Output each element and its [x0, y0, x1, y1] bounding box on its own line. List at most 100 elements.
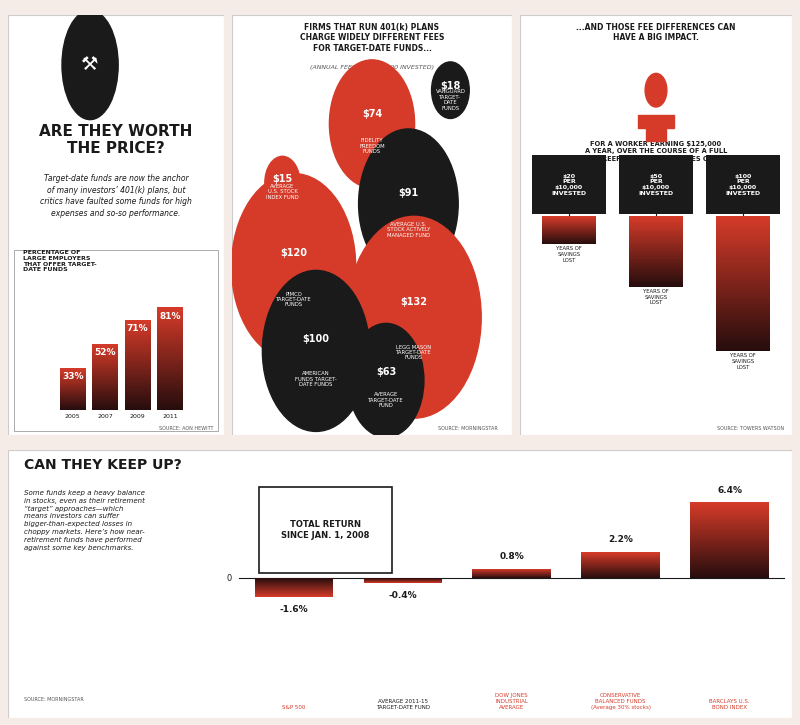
FancyBboxPatch shape	[125, 347, 150, 348]
Circle shape	[347, 216, 482, 418]
FancyBboxPatch shape	[60, 394, 86, 395]
FancyBboxPatch shape	[157, 373, 183, 374]
FancyBboxPatch shape	[690, 575, 769, 576]
FancyBboxPatch shape	[60, 384, 86, 385]
FancyBboxPatch shape	[629, 229, 683, 231]
FancyBboxPatch shape	[629, 248, 683, 249]
FancyBboxPatch shape	[60, 391, 86, 392]
FancyBboxPatch shape	[629, 238, 683, 239]
FancyBboxPatch shape	[629, 262, 683, 263]
FancyBboxPatch shape	[125, 346, 150, 347]
FancyBboxPatch shape	[716, 310, 770, 312]
FancyBboxPatch shape	[716, 305, 770, 307]
Text: (ANNUAL FEES PER $10,000 INVESTED): (ANNUAL FEES PER $10,000 INVESTED)	[310, 65, 434, 70]
FancyBboxPatch shape	[542, 236, 596, 237]
FancyBboxPatch shape	[542, 234, 596, 235]
FancyBboxPatch shape	[92, 395, 118, 396]
FancyBboxPatch shape	[542, 240, 596, 241]
FancyBboxPatch shape	[92, 380, 118, 381]
FancyBboxPatch shape	[125, 323, 150, 324]
FancyBboxPatch shape	[629, 250, 683, 252]
FancyBboxPatch shape	[157, 332, 183, 333]
FancyBboxPatch shape	[125, 339, 150, 341]
FancyBboxPatch shape	[157, 355, 183, 356]
FancyBboxPatch shape	[629, 257, 683, 259]
FancyBboxPatch shape	[157, 387, 183, 389]
FancyBboxPatch shape	[92, 367, 118, 368]
FancyBboxPatch shape	[716, 294, 770, 295]
FancyBboxPatch shape	[629, 260, 683, 261]
FancyBboxPatch shape	[125, 407, 150, 409]
FancyBboxPatch shape	[542, 231, 596, 232]
FancyBboxPatch shape	[542, 242, 596, 243]
FancyBboxPatch shape	[716, 283, 770, 286]
Text: AVERAGE 2011-15
TARGET-DATE FUND: AVERAGE 2011-15 TARGET-DATE FUND	[376, 699, 430, 710]
FancyBboxPatch shape	[60, 369, 86, 370]
FancyBboxPatch shape	[690, 553, 769, 555]
FancyBboxPatch shape	[125, 398, 150, 399]
FancyBboxPatch shape	[716, 323, 770, 326]
FancyBboxPatch shape	[157, 378, 183, 379]
FancyBboxPatch shape	[716, 336, 770, 337]
FancyBboxPatch shape	[92, 407, 118, 408]
FancyBboxPatch shape	[125, 407, 150, 408]
FancyBboxPatch shape	[157, 343, 183, 344]
FancyBboxPatch shape	[716, 315, 770, 318]
FancyBboxPatch shape	[157, 389, 183, 390]
FancyBboxPatch shape	[157, 395, 183, 397]
FancyBboxPatch shape	[690, 558, 769, 560]
FancyBboxPatch shape	[629, 278, 683, 279]
FancyBboxPatch shape	[716, 271, 770, 273]
FancyBboxPatch shape	[716, 276, 770, 278]
FancyBboxPatch shape	[60, 370, 86, 371]
FancyBboxPatch shape	[716, 226, 770, 228]
FancyBboxPatch shape	[157, 397, 183, 399]
FancyBboxPatch shape	[157, 335, 183, 336]
Text: 52%: 52%	[94, 349, 116, 357]
FancyBboxPatch shape	[157, 384, 183, 385]
FancyBboxPatch shape	[125, 400, 150, 402]
FancyBboxPatch shape	[92, 400, 118, 401]
FancyBboxPatch shape	[125, 406, 150, 407]
FancyBboxPatch shape	[125, 378, 150, 379]
FancyBboxPatch shape	[690, 544, 769, 545]
FancyBboxPatch shape	[157, 386, 183, 387]
FancyBboxPatch shape	[629, 263, 683, 265]
FancyBboxPatch shape	[629, 282, 683, 283]
FancyBboxPatch shape	[125, 357, 150, 358]
FancyBboxPatch shape	[157, 320, 183, 322]
FancyBboxPatch shape	[690, 515, 769, 517]
FancyBboxPatch shape	[92, 376, 118, 377]
FancyBboxPatch shape	[92, 360, 118, 361]
FancyBboxPatch shape	[716, 253, 770, 255]
FancyBboxPatch shape	[690, 570, 769, 571]
FancyBboxPatch shape	[716, 337, 770, 339]
FancyBboxPatch shape	[14, 250, 218, 431]
Text: PERCENTAGE OF
LARGE EMPLOYERS
THAT OFFER TARGET-
DATE FUNDS: PERCENTAGE OF LARGE EMPLOYERS THAT OFFER…	[23, 250, 97, 273]
FancyBboxPatch shape	[542, 238, 596, 239]
Text: 33%: 33%	[62, 373, 83, 381]
FancyBboxPatch shape	[629, 258, 683, 260]
Text: SOURCE: MORNINGSTAR: SOURCE: MORNINGSTAR	[438, 426, 498, 431]
FancyBboxPatch shape	[690, 518, 769, 519]
FancyBboxPatch shape	[716, 334, 770, 336]
FancyBboxPatch shape	[716, 318, 770, 320]
FancyBboxPatch shape	[716, 239, 770, 241]
FancyBboxPatch shape	[92, 349, 118, 350]
FancyBboxPatch shape	[716, 223, 770, 225]
FancyBboxPatch shape	[125, 383, 150, 384]
FancyBboxPatch shape	[690, 518, 769, 520]
FancyBboxPatch shape	[716, 221, 770, 223]
FancyBboxPatch shape	[60, 383, 86, 384]
FancyBboxPatch shape	[125, 339, 150, 340]
FancyBboxPatch shape	[629, 283, 683, 284]
FancyBboxPatch shape	[92, 396, 118, 397]
FancyBboxPatch shape	[629, 232, 683, 233]
FancyBboxPatch shape	[60, 395, 86, 396]
FancyBboxPatch shape	[629, 231, 683, 232]
FancyBboxPatch shape	[542, 239, 596, 240]
FancyBboxPatch shape	[629, 241, 683, 243]
FancyBboxPatch shape	[716, 313, 770, 315]
FancyBboxPatch shape	[629, 269, 683, 270]
FancyBboxPatch shape	[157, 323, 183, 325]
